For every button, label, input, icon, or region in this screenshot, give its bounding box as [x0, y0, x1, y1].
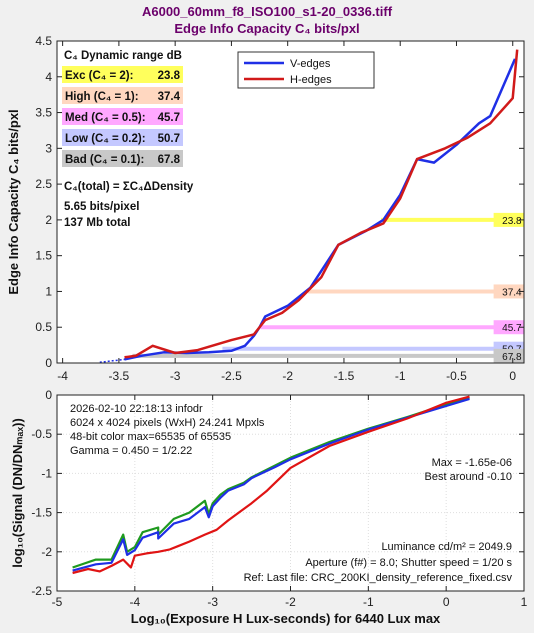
dr-row-label-1: High (C₄ = 1): [65, 91, 139, 103]
dr-row-bg-4 [62, 150, 183, 167]
info-line-0: 2026-02-10 22:18:13 infodr [70, 403, 203, 415]
x-tick-label: -2.5 [221, 369, 242, 383]
edge-info-capacity-plot: 23.8 37.4 45.7 50.7 67.8 0 0.5 1 1.5 2 2.5 3 3.5 4 4.5… [6, 34, 525, 383]
x-tick-label: -0.5 [446, 369, 467, 383]
ref-annotation: Ref: Last file: CRC_200KI_density_refere… [244, 572, 513, 584]
y-tick-label: 2 [45, 213, 52, 227]
c4-total-mb: 137 Mb total [64, 217, 130, 229]
max-annotation: Max = -1.65e-06 [432, 457, 512, 469]
dr-row-bg-2 [62, 108, 183, 125]
x-tick-label: -3.5 [109, 369, 130, 383]
series-line-v-edges [124, 58, 517, 361]
y-tick-label: -1.5 [31, 506, 52, 520]
dr-endlabel-2: 45.7 [502, 323, 522, 334]
legend-box [237, 51, 375, 89]
x-tick-label: -1.5 [334, 369, 355, 383]
c4-total-bits: 5.65 bits/pixel [64, 201, 139, 213]
aperture-annotation: Aperture (f#) = 8.0; Shutter speed = 1/2… [305, 557, 512, 569]
legend-label-1: H-edges [290, 74, 332, 86]
x-tick-label: 1 [521, 595, 528, 609]
legend: V-edges H-edges [237, 51, 375, 89]
plot-frame [56, 40, 525, 364]
y-tick-label: 0 [45, 388, 52, 402]
dr-endlabel-bg-0 [493, 212, 524, 227]
dr-endlabel-4: 67.8 [502, 352, 522, 363]
signal-line-2 [72, 395, 470, 575]
y-tick-label: -0.5 [31, 427, 52, 441]
x-tick-label: -1 [395, 369, 406, 383]
y-axis-label: log₁₀(Signal (DN/DNₘₐₓ)) [10, 418, 25, 568]
figure-subtitle: Edge Info Capacity C₄ bits/pxl [174, 21, 359, 36]
x-tick-label: -5 [52, 595, 63, 609]
dr-endlabel-0: 23.8 [502, 216, 522, 227]
dr-row-bg-1 [62, 87, 183, 104]
dr-row-value-4: 67.8 [158, 154, 181, 166]
y-tick-label: 0.5 [35, 320, 52, 334]
best-annotation: Best around -0.10 [425, 471, 512, 483]
dr-row-value-2: 45.7 [158, 112, 180, 124]
v-edges-dotted [99, 358, 125, 364]
x-tick-label: 0 [443, 595, 450, 609]
dr-endlabel-bg-4 [493, 348, 524, 363]
legend-label-0: V-edges [290, 58, 331, 70]
dr-row-label-0: Exc (C₄ = 2): [65, 70, 133, 82]
x-tick-label: -2 [285, 595, 296, 609]
dr-row-value-1: 37.4 [158, 91, 181, 103]
dr-row-label-2: Med (C₄ = 0.5): [65, 112, 146, 124]
y-tick-label: -1 [41, 466, 52, 480]
signal-line-1 [72, 397, 470, 572]
y-tick-label: -2 [41, 545, 52, 559]
dr-heading: C₄ Dynamic range dB [64, 50, 182, 62]
dr-endlabel-bg-1 [493, 284, 524, 299]
c4-total-heading: C₄(total) = ΣC₄ΔDensity [64, 181, 194, 193]
x-tick-label: -1 [363, 595, 374, 609]
y-tick-label: -2.5 [31, 584, 52, 598]
dr-row-label-4: Bad (C₄ = 0.1): [65, 154, 144, 166]
x-tick-label: -3 [207, 595, 218, 609]
y-tick-label: 0 [45, 356, 52, 370]
figure-title: A6000_60mm_f8_ISO100_s1-20_0336.tiff [142, 4, 393, 19]
y-tick-label: 1 [45, 284, 52, 298]
y-tick-label: 4.5 [35, 34, 52, 48]
x-axis-label: Log₁₀(Exposure H Lux-seconds) for 6440 L… [131, 611, 441, 626]
signal-exposure-plot: -2.5 -2 -1.5 -1 -0.5 0 -5 -4 -3 -2 -1 0 1 log₁₀(Signa… [10, 388, 528, 626]
x-tick-label: -4 [57, 369, 68, 383]
y-tick-label: 2.5 [35, 177, 52, 191]
info-line-2: 48-bit color max=65535 of 65535 [70, 431, 231, 443]
x-tick-label: -4 [129, 595, 140, 609]
info-line-1: 6024 x 4024 pixels (WxH) 24.241 Mpxls [70, 417, 265, 429]
y-tick-label: 1.5 [35, 249, 52, 263]
dr-row-bg-3 [62, 129, 183, 146]
y-tick-label: 3 [45, 141, 52, 155]
info-line-3: Gamma = 0.450 = 1/2.22 [70, 445, 192, 457]
x-tick-label: -2 [282, 369, 293, 383]
series-line-h-edges [124, 49, 519, 359]
dr-endlabel-bg-2 [493, 320, 524, 335]
x-tick-label: 0 [509, 369, 516, 383]
dr-row-label-3: Low (C₄ = 0.2): [65, 133, 146, 145]
luminance-annotation: Luminance cd/m² = 2049.9 [381, 541, 512, 553]
dr-row-value-3: 50.7 [158, 133, 180, 145]
x-tick-label: -3 [170, 369, 181, 383]
dr-row-bg-0 [62, 66, 183, 83]
dr-endlabel-1: 37.4 [502, 287, 522, 298]
y-tick-label: 4 [45, 70, 52, 84]
y-tick-label: 3.5 [35, 106, 52, 120]
y-axis-label: Edge Info Capacity C₄ bits/pxl [6, 109, 21, 294]
dr-row-value-0: 23.8 [158, 70, 181, 82]
